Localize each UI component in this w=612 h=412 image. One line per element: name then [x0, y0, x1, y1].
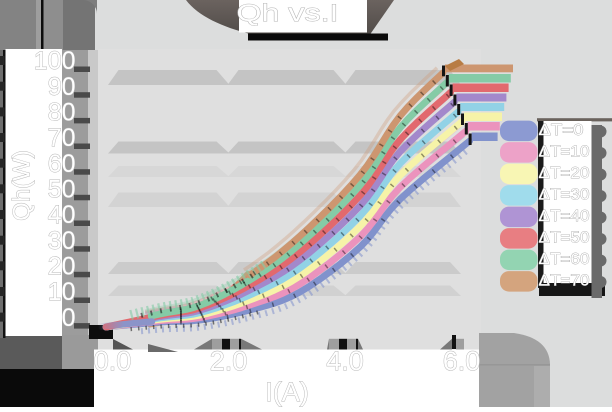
svg-text:ΔT=0: ΔT=0 [539, 122, 584, 139]
svg-text:80: 80 [48, 99, 76, 127]
svg-text:6.0: 6.0 [443, 346, 481, 376]
svg-text:ΔT=60: ΔT=60 [539, 251, 590, 268]
svg-text:4.0: 4.0 [326, 346, 364, 376]
svg-text:20: 20 [48, 253, 76, 281]
svg-text:2.0: 2.0 [210, 346, 248, 376]
svg-text:90: 90 [48, 73, 76, 101]
svg-text:Qh vs.I: Qh vs.I [237, 0, 339, 27]
svg-text:0: 0 [62, 304, 76, 332]
svg-text:ΔT=40: ΔT=40 [539, 208, 590, 225]
svg-text:30: 30 [48, 227, 76, 255]
svg-text:ΔT=30: ΔT=30 [539, 187, 590, 204]
svg-text:0.0: 0.0 [94, 346, 132, 376]
svg-text:100: 100 [34, 47, 76, 75]
svg-text:ΔT=10: ΔT=10 [539, 144, 590, 161]
svg-text:60: 60 [48, 150, 76, 178]
svg-text:Qh(W): Qh(W) [9, 150, 36, 221]
svg-text:I(A): I(A) [265, 377, 309, 407]
svg-text:40: 40 [48, 201, 76, 229]
svg-text:50: 50 [48, 176, 76, 204]
svg-text:10: 10 [48, 278, 76, 306]
svg-text:ΔT=70: ΔT=70 [539, 273, 590, 290]
svg-text:ΔT=50: ΔT=50 [539, 230, 590, 247]
svg-text:ΔT=20: ΔT=20 [539, 165, 590, 182]
svg-text:70: 70 [48, 124, 76, 152]
